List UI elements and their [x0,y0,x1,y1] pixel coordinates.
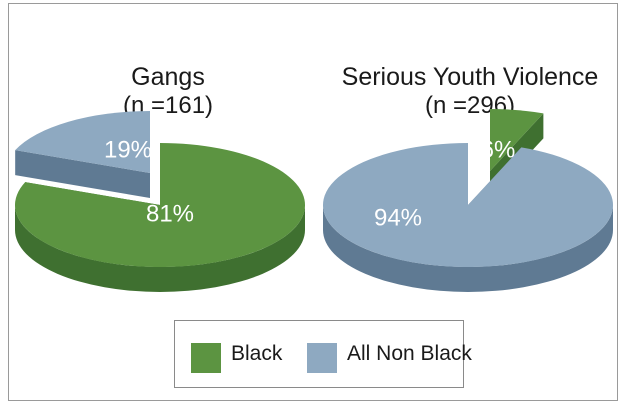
slice-label-black-0: 81% [146,200,194,227]
chart-1-title: Gangs [131,63,205,91]
legend: Black All Non Black [174,320,472,388]
slice-all-non-black-1 [323,143,614,292]
slice-black-0 [14,143,306,292]
legend-swatch-all-non-black [307,343,337,373]
legend-swatch-black [191,343,221,373]
chart-2-title: Serious Youth Violence [341,63,599,91]
slice-label-all-non-black-0: 19% [104,136,152,163]
slice-label-all-non-black-1: 94% [374,204,422,231]
legend-label-all-non-black: All Non Black [347,342,472,365]
slice-label-black-1: 6% [481,136,516,163]
slice-all-non-black-0 [15,111,151,198]
pie-chart-serious-youth-violence: 6% 94% [323,109,614,292]
legend-label-black: Black [231,342,283,365]
pie-chart-gangs: 81% 19% [14,111,306,292]
